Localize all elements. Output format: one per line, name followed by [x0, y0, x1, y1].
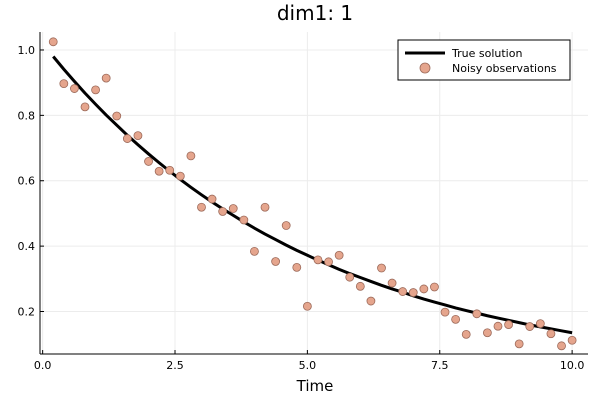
observation-point — [525, 322, 535, 331]
observation-point — [80, 102, 90, 112]
observation-point — [292, 262, 302, 272]
y-tick-label: 0.6 — [18, 175, 36, 188]
x-axis-label: Time — [296, 377, 334, 395]
observation-point — [186, 151, 196, 161]
y-axis: 0.2 0.4 0.6 0.8 1.0 — [18, 44, 44, 319]
observation-point — [197, 202, 206, 212]
observation-point — [398, 287, 408, 296]
chart-title: dim1: 1 — [277, 1, 353, 25]
observation-point — [281, 221, 291, 230]
y-tick-label: 0.2 — [18, 306, 36, 319]
observation-point — [472, 309, 482, 319]
observation-point — [408, 288, 418, 297]
legend-box — [397, 39, 571, 81]
x-tick-label: 10.0 — [560, 359, 585, 372]
legend-label-true-solution: True solution — [451, 47, 522, 60]
observation-point — [70, 84, 79, 93]
legend-marker-swatch — [419, 62, 431, 74]
observation-point — [345, 272, 355, 282]
observation-point — [59, 79, 69, 89]
y-tick-label: 0.8 — [18, 109, 36, 122]
observation-point — [514, 339, 524, 349]
observation-point — [334, 250, 344, 260]
observation-point — [387, 278, 397, 288]
observation-point — [175, 171, 185, 181]
observation-point — [430, 282, 439, 292]
observation-point — [567, 335, 577, 345]
x-tick-label: 0.0 — [34, 359, 52, 372]
observation-point — [493, 321, 503, 331]
observation-point — [271, 257, 281, 266]
x-tick-label: 2.5 — [166, 359, 184, 372]
observation-point — [313, 255, 323, 265]
observation-point — [324, 257, 333, 267]
observation-point — [546, 329, 556, 339]
observation-point — [239, 215, 249, 225]
x-tick-label: 5.0 — [299, 359, 317, 372]
x-axis: 0.0 2.5 5.0 7.5 10.0 — [34, 350, 584, 372]
observation-point — [122, 134, 132, 143]
observation-point — [154, 166, 164, 176]
observation-point — [355, 281, 365, 291]
observation-point — [165, 165, 175, 175]
series-true-solution — [52, 55, 573, 335]
y-tick-label: 0.4 — [18, 240, 36, 253]
observation-point — [260, 202, 270, 212]
plot-frame — [39, 32, 588, 355]
legend-label-noisy-observations: Noisy observations — [452, 62, 557, 75]
observation-point — [451, 314, 461, 324]
observation-point — [377, 263, 386, 273]
x-tick-label: 7.5 — [431, 359, 449, 372]
series-noisy-observations — [48, 37, 577, 351]
observation-point — [228, 204, 238, 213]
y-tick-label: 1.0 — [18, 44, 36, 57]
true-solution-line — [52, 55, 573, 335]
observation-point — [504, 320, 513, 329]
observation-point — [112, 111, 122, 121]
observation-point — [218, 207, 228, 216]
observation-point — [482, 328, 492, 338]
observation-point — [366, 296, 376, 306]
observation-point — [48, 37, 58, 47]
observation-point — [557, 341, 566, 351]
observation-point — [535, 319, 545, 329]
observation-point — [91, 85, 100, 95]
observation-point — [302, 301, 312, 311]
observation-point — [101, 73, 111, 83]
observation-point — [144, 157, 153, 166]
observation-point — [440, 307, 450, 317]
observation-point — [133, 131, 143, 141]
observation-point — [250, 246, 259, 256]
observation-point — [419, 284, 429, 294]
legend: True solution Noisy observations — [397, 39, 571, 81]
observation-point — [461, 329, 471, 339]
observation-point — [207, 194, 217, 204]
